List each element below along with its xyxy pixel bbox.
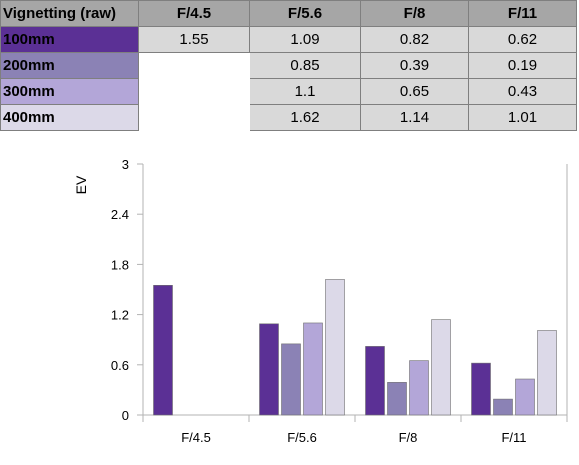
bar (153, 285, 173, 416)
column-header: F/8 (360, 0, 469, 27)
bar (537, 330, 557, 416)
y-tick-label: 1.2 (111, 308, 129, 323)
table-cell: 1.09 (249, 26, 361, 53)
table-cell: 0.85 (249, 52, 361, 79)
row-label: 400mm (0, 104, 139, 131)
y-tick-label: 1.8 (111, 257, 129, 272)
table-row: 300mm 1.1 0.65 0.43 (0, 78, 577, 105)
table-header-row: Vignetting (raw) F/4.5 F/5.6 F/8 F/11 (0, 0, 577, 27)
row-label: 300mm (0, 78, 139, 105)
bar (471, 362, 491, 416)
bar (365, 346, 385, 416)
bar (325, 279, 345, 416)
table-cell: 0.62 (468, 26, 577, 53)
y-axis-label: EV (73, 175, 89, 194)
table-row: 200mm 0.85 0.39 0.19 (0, 52, 577, 79)
bar (409, 360, 429, 416)
x-tick-label: F/8 (399, 430, 418, 445)
x-tick-label: F/11 (501, 430, 526, 445)
table-cell: 1.62 (249, 104, 361, 131)
table-cell: 0.82 (360, 26, 469, 53)
y-tick-label: 3 (122, 157, 129, 172)
vignetting-table: Vignetting (raw) F/4.5 F/5.6 F/8 F/11 10… (0, 0, 577, 131)
y-tick-label: 0.6 (111, 358, 129, 373)
x-tick-label: F/5.6 (287, 430, 317, 445)
table-cell: 0.65 (360, 78, 469, 105)
bar (281, 343, 301, 416)
y-tick-label: 0 (122, 408, 129, 423)
table-body: 100mm 1.55 1.09 0.82 0.62 200mm 0.85 0.39 0.19 30… (0, 26, 577, 131)
table-cell: 0.43 (468, 78, 577, 105)
y-tick-label: 2.4 (111, 207, 129, 222)
column-header: F/4.5 (138, 0, 250, 27)
table-cell: 1.01 (468, 104, 577, 131)
table-cell: 1.1 (249, 78, 361, 105)
chart-axes (137, 163, 568, 422)
bar (303, 322, 323, 416)
table-cell (138, 52, 250, 79)
bar (387, 382, 407, 416)
table-cell: 1.55 (138, 26, 250, 53)
column-header: F/5.6 (249, 0, 361, 27)
vignetting-bar-chart: 0 0.6 1.2 1.8 2.4 3 F/4.5 F/5.6 F/8 F/11 EV (73, 157, 568, 445)
table-corner-title: Vignetting (raw) (0, 0, 139, 27)
table-cell: 1.14 (360, 104, 469, 131)
table-cell (138, 78, 250, 105)
row-label: 200mm (0, 52, 139, 79)
table-cell: 0.39 (360, 52, 469, 79)
column-header: F/11 (468, 0, 577, 27)
table-row: 100mm 1.55 1.09 0.82 0.62 (0, 26, 577, 53)
bar (259, 323, 279, 416)
chart-bars (153, 279, 557, 416)
bar (493, 398, 513, 416)
chart-labels: 0 0.6 1.2 1.8 2.4 3 F/4.5 F/5.6 F/8 F/11 (111, 157, 527, 445)
table-cell (138, 104, 250, 131)
x-tick-label: F/4.5 (181, 430, 211, 445)
table-row: 400mm 1.62 1.14 1.01 (0, 104, 577, 131)
bar (515, 378, 535, 416)
table-cell: 0.19 (468, 52, 577, 79)
row-label: 100mm (0, 26, 139, 53)
bar (431, 319, 451, 416)
